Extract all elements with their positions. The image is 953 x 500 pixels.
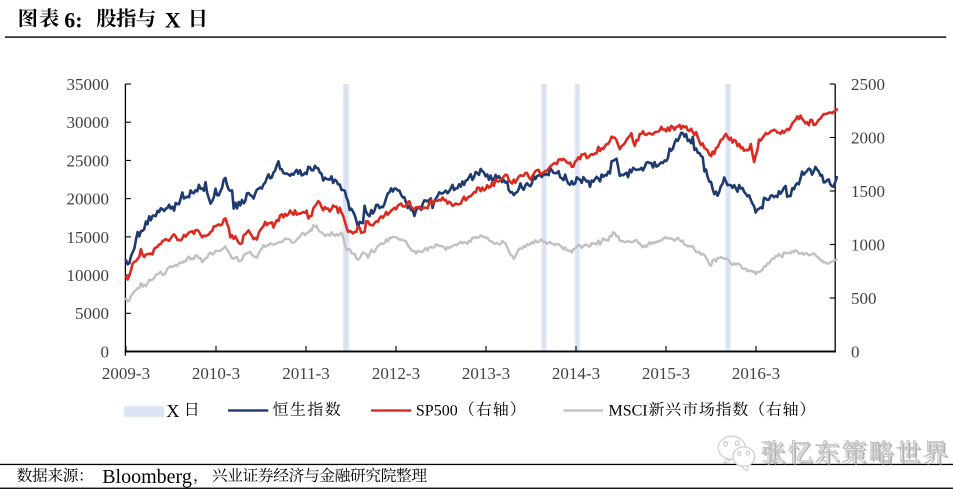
svg-text:20000: 20000 [67,190,110,209]
svg-text:2016-3: 2016-3 [732,364,780,383]
svg-text:10000: 10000 [67,266,110,285]
svg-text:2011-3: 2011-3 [282,364,330,383]
svg-text:25000: 25000 [67,151,110,170]
svg-text:6:: 6: [64,7,82,32]
svg-text:2000: 2000 [851,128,885,147]
svg-text:MSCI: MSCI [609,402,648,419]
svg-text:0: 0 [101,342,110,361]
svg-text:0: 0 [851,342,860,361]
svg-text:2013-3: 2013-3 [462,364,510,383]
svg-text:1500: 1500 [851,182,885,201]
svg-text:30000: 30000 [67,113,110,132]
svg-text:X: X [166,401,179,421]
svg-text:SP500: SP500 [416,402,458,419]
svg-text:500: 500 [851,289,877,308]
svg-text:2012-3: 2012-3 [372,364,420,383]
svg-text:35000: 35000 [67,75,110,94]
svg-text:2009-3: 2009-3 [102,364,150,383]
svg-text:Bloomberg: Bloomberg [102,466,192,488]
svg-text:1000: 1000 [851,235,885,254]
svg-text:15000: 15000 [67,228,110,247]
svg-text:2500: 2500 [851,75,885,94]
svg-text:2015-3: 2015-3 [642,364,690,383]
svg-text:5000: 5000 [75,304,109,323]
svg-text:2010-3: 2010-3 [192,364,240,383]
svg-text:2014-3: 2014-3 [552,364,600,383]
svg-text:X: X [165,7,181,32]
